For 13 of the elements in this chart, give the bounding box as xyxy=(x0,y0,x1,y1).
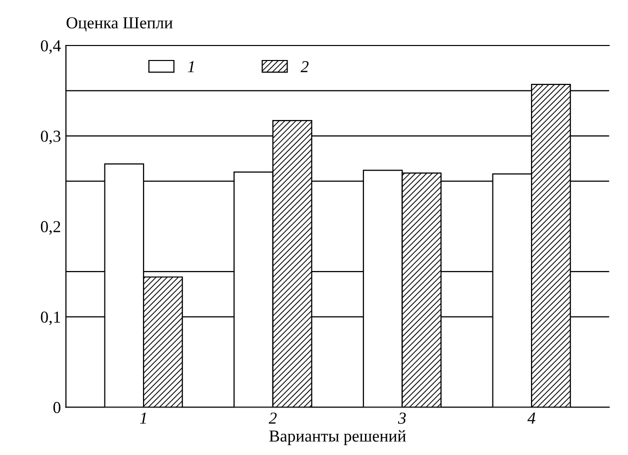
y-tick-label: 0,4 xyxy=(40,40,61,54)
y-axis-title: Оценка Шепли xyxy=(66,17,173,32)
legend-label: 1 xyxy=(188,61,194,72)
y-tick-label: 0,2 xyxy=(40,221,60,235)
x-axis-title: Варианты решений xyxy=(269,430,406,446)
y-tick-label: 0 xyxy=(53,402,60,414)
x-tick-label: 2 xyxy=(268,412,277,424)
legend-label: 2 xyxy=(300,61,309,72)
x-tick-label: 1 xyxy=(140,412,146,424)
x-tick-label: 3 xyxy=(398,412,406,424)
y-tick-label: 0,3 xyxy=(40,130,60,144)
y-tick-label: 0,1 xyxy=(40,311,60,326)
x-tick-label: 4 xyxy=(527,412,536,424)
